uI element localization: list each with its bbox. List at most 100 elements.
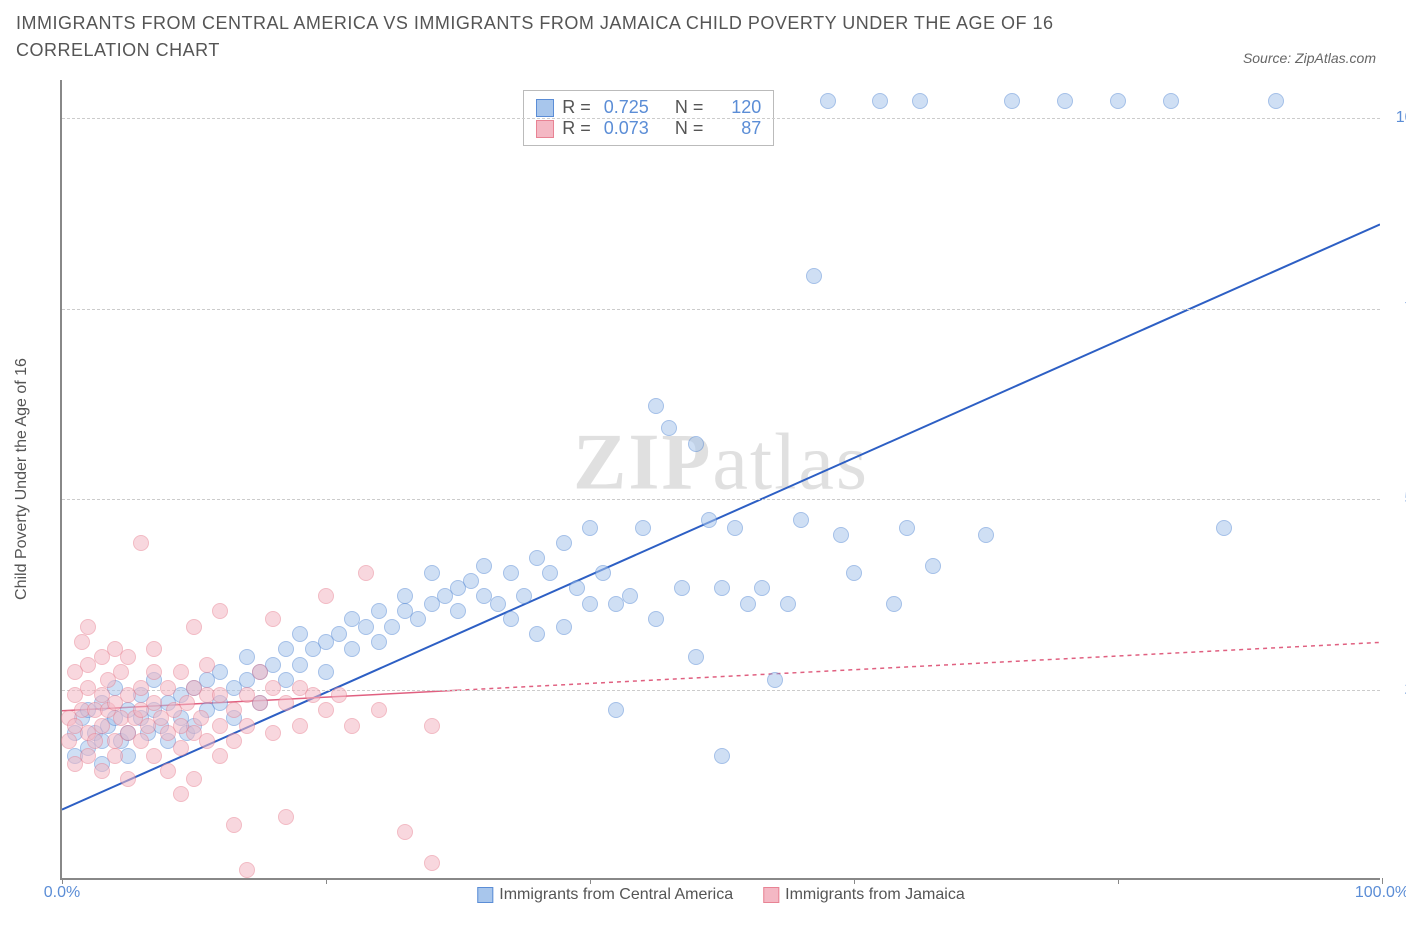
data-point: [305, 687, 321, 703]
trend-line-dashed: [457, 642, 1380, 690]
data-point: [727, 520, 743, 536]
data-point: [239, 649, 255, 665]
data-point: [886, 596, 902, 612]
data-point: [239, 718, 255, 734]
gridline: [62, 309, 1380, 310]
data-point: [344, 641, 360, 657]
x-tick-label: 100.0%: [1355, 884, 1406, 902]
data-point: [87, 733, 103, 749]
data-point: [292, 657, 308, 673]
gridline: [62, 118, 1380, 119]
data-point: [160, 680, 176, 696]
data-point: [846, 565, 862, 581]
data-point: [529, 550, 545, 566]
bottom-legend: Immigrants from Central AmericaImmigrant…: [477, 886, 964, 904]
stats-row: R =0.073N = 87: [536, 118, 761, 139]
stats-swatch: [536, 120, 554, 138]
stats-n-label: N =: [675, 97, 704, 118]
watermark-light: atlas: [712, 419, 869, 507]
y-tick-label: 75.0%: [1390, 300, 1406, 318]
y-axis-label: Child Poverty Under the Age of 16: [13, 358, 31, 600]
data-point: [133, 733, 149, 749]
stats-r-value: 0.725: [599, 97, 649, 118]
data-point: [358, 619, 374, 635]
data-point: [424, 565, 440, 581]
data-point: [397, 824, 413, 840]
data-point: [1110, 93, 1126, 109]
data-point: [556, 535, 572, 551]
data-point: [674, 580, 690, 596]
data-point: [226, 733, 242, 749]
data-point: [542, 565, 558, 581]
data-point: [820, 93, 836, 109]
data-point: [186, 771, 202, 787]
data-point: [503, 565, 519, 581]
x-tick-label: 0.0%: [44, 884, 80, 902]
stats-n-value: 120: [711, 97, 761, 118]
data-point: [899, 520, 915, 536]
data-point: [569, 580, 585, 596]
data-point: [714, 748, 730, 764]
data-point: [714, 580, 730, 596]
gridline: [62, 690, 1380, 691]
data-point: [318, 588, 334, 604]
data-point: [226, 702, 242, 718]
data-point: [582, 596, 598, 612]
y-tick-label: 25.0%: [1390, 681, 1406, 699]
data-point: [688, 649, 704, 665]
data-point: [767, 672, 783, 688]
data-point: [331, 626, 347, 642]
data-point: [331, 687, 347, 703]
watermark: ZIPatlas: [573, 418, 869, 509]
data-point: [754, 580, 770, 596]
data-point: [701, 512, 717, 528]
data-point: [833, 527, 849, 543]
data-point: [146, 748, 162, 764]
data-point: [179, 695, 195, 711]
x-tick: [590, 878, 591, 884]
trend-line: [62, 224, 1380, 809]
stats-row: R =0.725N =120: [536, 97, 761, 118]
data-point: [450, 603, 466, 619]
data-point: [1057, 93, 1073, 109]
source-label: Source: ZipAtlas.com: [1243, 50, 1376, 66]
data-point: [516, 588, 532, 604]
data-point: [424, 718, 440, 734]
stats-swatch: [536, 99, 554, 117]
data-point: [94, 718, 110, 734]
data-point: [146, 641, 162, 657]
data-point: [358, 565, 374, 581]
data-point: [622, 588, 638, 604]
data-point: [648, 398, 664, 414]
data-point: [199, 733, 215, 749]
legend-swatch: [477, 887, 493, 903]
x-tick: [326, 878, 327, 884]
data-point: [278, 695, 294, 711]
data-point: [503, 611, 519, 627]
stats-r-value: 0.073: [599, 118, 649, 139]
x-tick: [854, 878, 855, 884]
stats-r-label: R =: [562, 118, 591, 139]
watermark-bold: ZIP: [573, 419, 712, 507]
data-point: [278, 641, 294, 657]
data-point: [212, 748, 228, 764]
data-point: [173, 664, 189, 680]
data-point: [1216, 520, 1232, 536]
data-point: [397, 588, 413, 604]
legend-item: Immigrants from Central America: [477, 886, 733, 904]
data-point: [1268, 93, 1284, 109]
data-point: [186, 619, 202, 635]
stats-n-value: 87: [711, 118, 761, 139]
data-point: [556, 619, 572, 635]
data-point: [120, 649, 136, 665]
data-point: [688, 436, 704, 452]
legend-swatch: [763, 887, 779, 903]
data-point: [793, 512, 809, 528]
x-tick: [1118, 878, 1119, 884]
data-point: [740, 596, 756, 612]
data-point: [113, 664, 129, 680]
data-point: [912, 93, 928, 109]
data-point: [292, 626, 308, 642]
data-point: [318, 702, 334, 718]
data-point: [173, 786, 189, 802]
